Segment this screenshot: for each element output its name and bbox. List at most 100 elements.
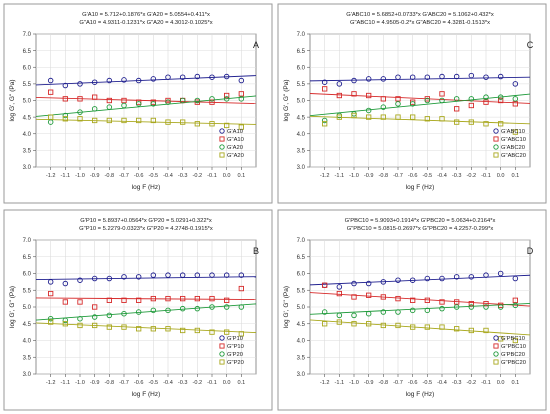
y-tick-label: 5.5 [23,82,32,88]
fit-line [309,115,531,125]
fit-line [309,274,531,286]
y-axis-label: log G', G'' (Pa) [9,79,16,121]
data-point [209,121,215,127]
data-point [322,321,328,327]
data-point [453,96,460,102]
data-point [121,274,127,280]
fit-line [35,303,257,321]
x-tick-label: -0.6 [134,380,144,386]
data-point [366,92,372,99]
data-point [424,116,430,122]
x-tick-label: -0.3 [178,173,188,179]
data-point [224,92,230,99]
x-tick-label: -0.1 [207,173,217,179]
data-point [62,112,69,119]
fit-line [35,322,257,334]
data-point [135,274,142,280]
legend-marker [219,136,225,142]
data-point [165,74,171,80]
data-point [194,272,201,278]
x-tick-label: -0.2 [467,173,477,179]
data-point [351,91,357,97]
y-tick-label: 3.0 [297,372,306,378]
data-point [395,295,401,302]
data-point [135,309,142,315]
series-markers [322,319,518,344]
y-tick-label: 5.5 [297,82,306,88]
data-point [150,76,157,82]
data-point [77,81,83,87]
series-markers [47,96,245,125]
data-point [498,302,504,308]
legend-marker [493,152,499,158]
data-point [410,114,416,120]
data-point [512,81,519,87]
data-point [424,74,431,80]
data-point [439,116,445,122]
regression-equation: G"ABC10 = 4.9505-0.2*x G"ABC20 = 4.3281-… [350,20,490,26]
data-point [238,272,245,278]
data-point [136,326,142,332]
data-point [77,116,83,122]
x-axis-label: log F (Hz) [406,391,435,398]
data-point [106,324,112,330]
x-tick-label: -0.7 [393,173,403,179]
data-point [135,101,142,107]
legend-entry: G"A20 [227,153,244,159]
data-point [150,117,156,124]
legend-entry: G'P20 [227,352,243,358]
series-markers [47,272,245,287]
x-tick-label: -0.9 [90,380,100,386]
x-tick-label: -0.8 [105,380,115,386]
data-point [380,96,386,102]
series-markers [47,304,245,324]
data-point [483,99,489,105]
panel-label: D [527,246,534,256]
data-point [209,272,215,278]
y-tick-label: 5.0 [23,99,32,105]
y-tick-label: 4.5 [23,115,32,121]
data-point [150,101,157,107]
legend-entry: G"P10 [227,344,244,350]
y-tick-label: 6.5 [297,49,306,55]
data-point [209,329,215,335]
data-point [336,312,343,319]
data-point [136,117,142,124]
data-point [106,77,113,84]
data-point [77,109,83,115]
y-tick-label: 4.5 [297,322,306,328]
x-tick-label: 0.0 [223,173,231,179]
data-point [92,304,98,310]
y-tick-label: 3.5 [297,149,306,155]
x-tick-label: 0.1 [237,380,245,386]
x-tick-label: -1.0 [349,173,359,179]
data-point [194,295,200,302]
data-point [380,76,387,82]
data-point [336,92,342,99]
data-point [380,279,387,285]
data-point [424,307,431,314]
series-markers [47,73,245,89]
data-point [366,321,372,327]
data-point [409,74,416,80]
data-point [223,73,230,80]
data-point [194,99,200,105]
data-point [150,99,156,105]
data-point [512,302,519,309]
x-tick-label: -0.4 [437,173,447,179]
x-tick-label: -0.8 [379,380,389,386]
y-tick-label: 6.5 [23,255,32,261]
data-point [165,97,171,104]
data-point [351,294,357,300]
chart-panel-a: 3.03.54.04.55.05.56.06.57.0-1.2 -1.1 -1.0-… [3,3,273,204]
series-markers [48,319,244,337]
y-tick-label: 4.0 [297,339,306,345]
data-point [92,94,98,100]
data-point [136,99,142,105]
legend-entry: G'PBC10 [501,336,525,342]
data-point [179,74,186,80]
data-point [150,272,157,278]
legend-entry: G"PBC10 [501,344,526,350]
data-point [351,77,357,84]
y-tick-label: 3.0 [297,165,306,171]
